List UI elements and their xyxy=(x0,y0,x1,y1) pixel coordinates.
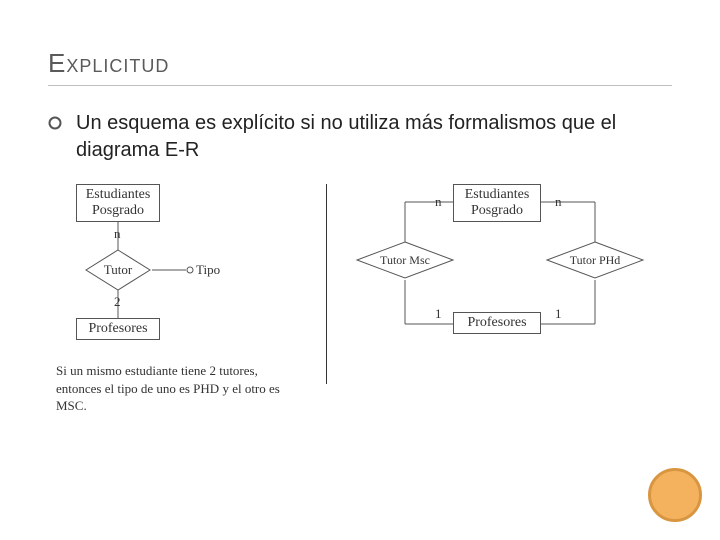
entity-professors-right: Profesores xyxy=(453,312,541,334)
card-n-topright: n xyxy=(555,194,562,210)
slide-title: Explicitud xyxy=(48,48,672,79)
relation-tutor-phd-label: Tutor PHd xyxy=(570,253,621,267)
diagram-right: Estudiantes Posgrado n n Tutor Msc xyxy=(337,184,672,464)
relation-tutor-left: Tutor xyxy=(84,248,152,292)
diagram-left: Estudiantes Posgrado n Tutor Tipo 2 Prof… xyxy=(56,184,316,464)
attribute-tipo: Tipo xyxy=(196,262,220,278)
diagram-area: Estudiantes Posgrado n Tutor Tipo 2 Prof… xyxy=(48,184,672,464)
bullet-icon xyxy=(48,116,62,130)
bullet-text: Un esquema es explícito si no utiliza má… xyxy=(76,110,672,164)
vertical-divider xyxy=(326,184,327,384)
card-2-left: 2 xyxy=(114,294,121,310)
left-caption: Si un mismo estudiante tiene 2 tutores, … xyxy=(56,362,296,415)
relation-tutor-phd: Tutor PHd xyxy=(545,240,645,280)
card-n-topleft: n xyxy=(435,194,442,210)
relation-tutor-left-label: Tutor xyxy=(104,262,133,277)
bullet-item: Un esquema es explícito si no utiliza má… xyxy=(48,110,672,164)
decoration-circle xyxy=(648,468,702,522)
card-1-bottomright: 1 xyxy=(555,306,562,322)
relation-tutor-msc: Tutor Msc xyxy=(355,240,455,280)
card-1-bottomleft: 1 xyxy=(435,306,442,322)
relation-tutor-msc-label: Tutor Msc xyxy=(380,253,430,267)
entity-professors-left: Profesores xyxy=(76,318,160,340)
title-underline xyxy=(48,85,672,86)
